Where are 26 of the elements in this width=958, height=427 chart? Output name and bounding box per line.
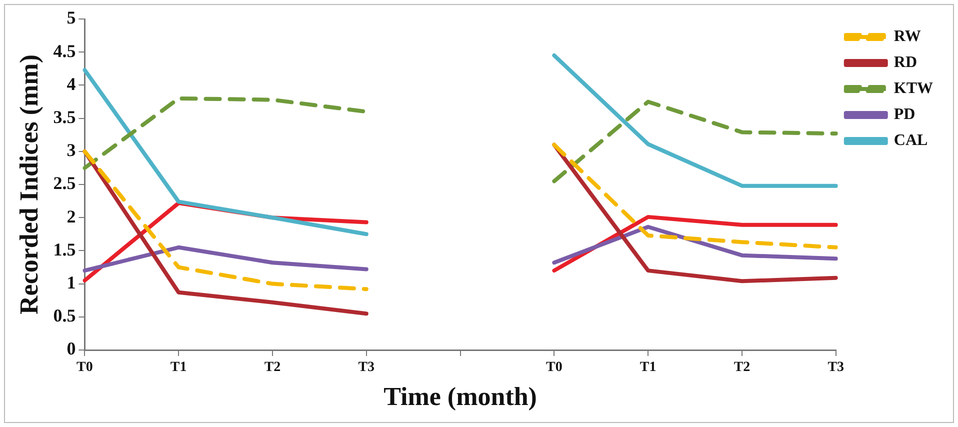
x-tick-label: T2 [734,360,750,376]
x-axis-title: Time (month) [384,382,537,412]
y-tick-label: 3.5 [53,106,76,127]
y-tick-label: 3 [66,140,76,160]
y-tick-label: 0.5 [53,306,76,326]
legend-label: RW [894,28,921,46]
x-tick-label: T3 [358,360,375,376]
legend-label: PD [894,106,916,124]
y-axis-title: Recorded Indices (mm) [14,54,44,314]
y-tick-label: 4 [66,74,76,94]
x-tick-label: T0 [76,360,93,376]
y-tick-label: 4.5 [53,40,76,61]
y-tick-label: 2.5 [53,173,76,194]
legend-label: RD [894,54,917,72]
legend-label: KTW [894,80,934,98]
x-tick-label: T3 [828,360,844,376]
y-tick-label: 0 [66,338,76,359]
x-tick-label: T1 [640,360,656,376]
x-tick-label: T2 [264,360,281,376]
x-tick-label: T1 [170,360,187,376]
y-tick-label: 2 [66,206,76,226]
y-tick-label: 1.5 [53,239,76,260]
y-tick-label: 5 [66,8,76,28]
x-tick-label: T0 [546,360,562,376]
legend-label: CAL [894,132,928,150]
y-tick-label: 1 [66,272,76,292]
